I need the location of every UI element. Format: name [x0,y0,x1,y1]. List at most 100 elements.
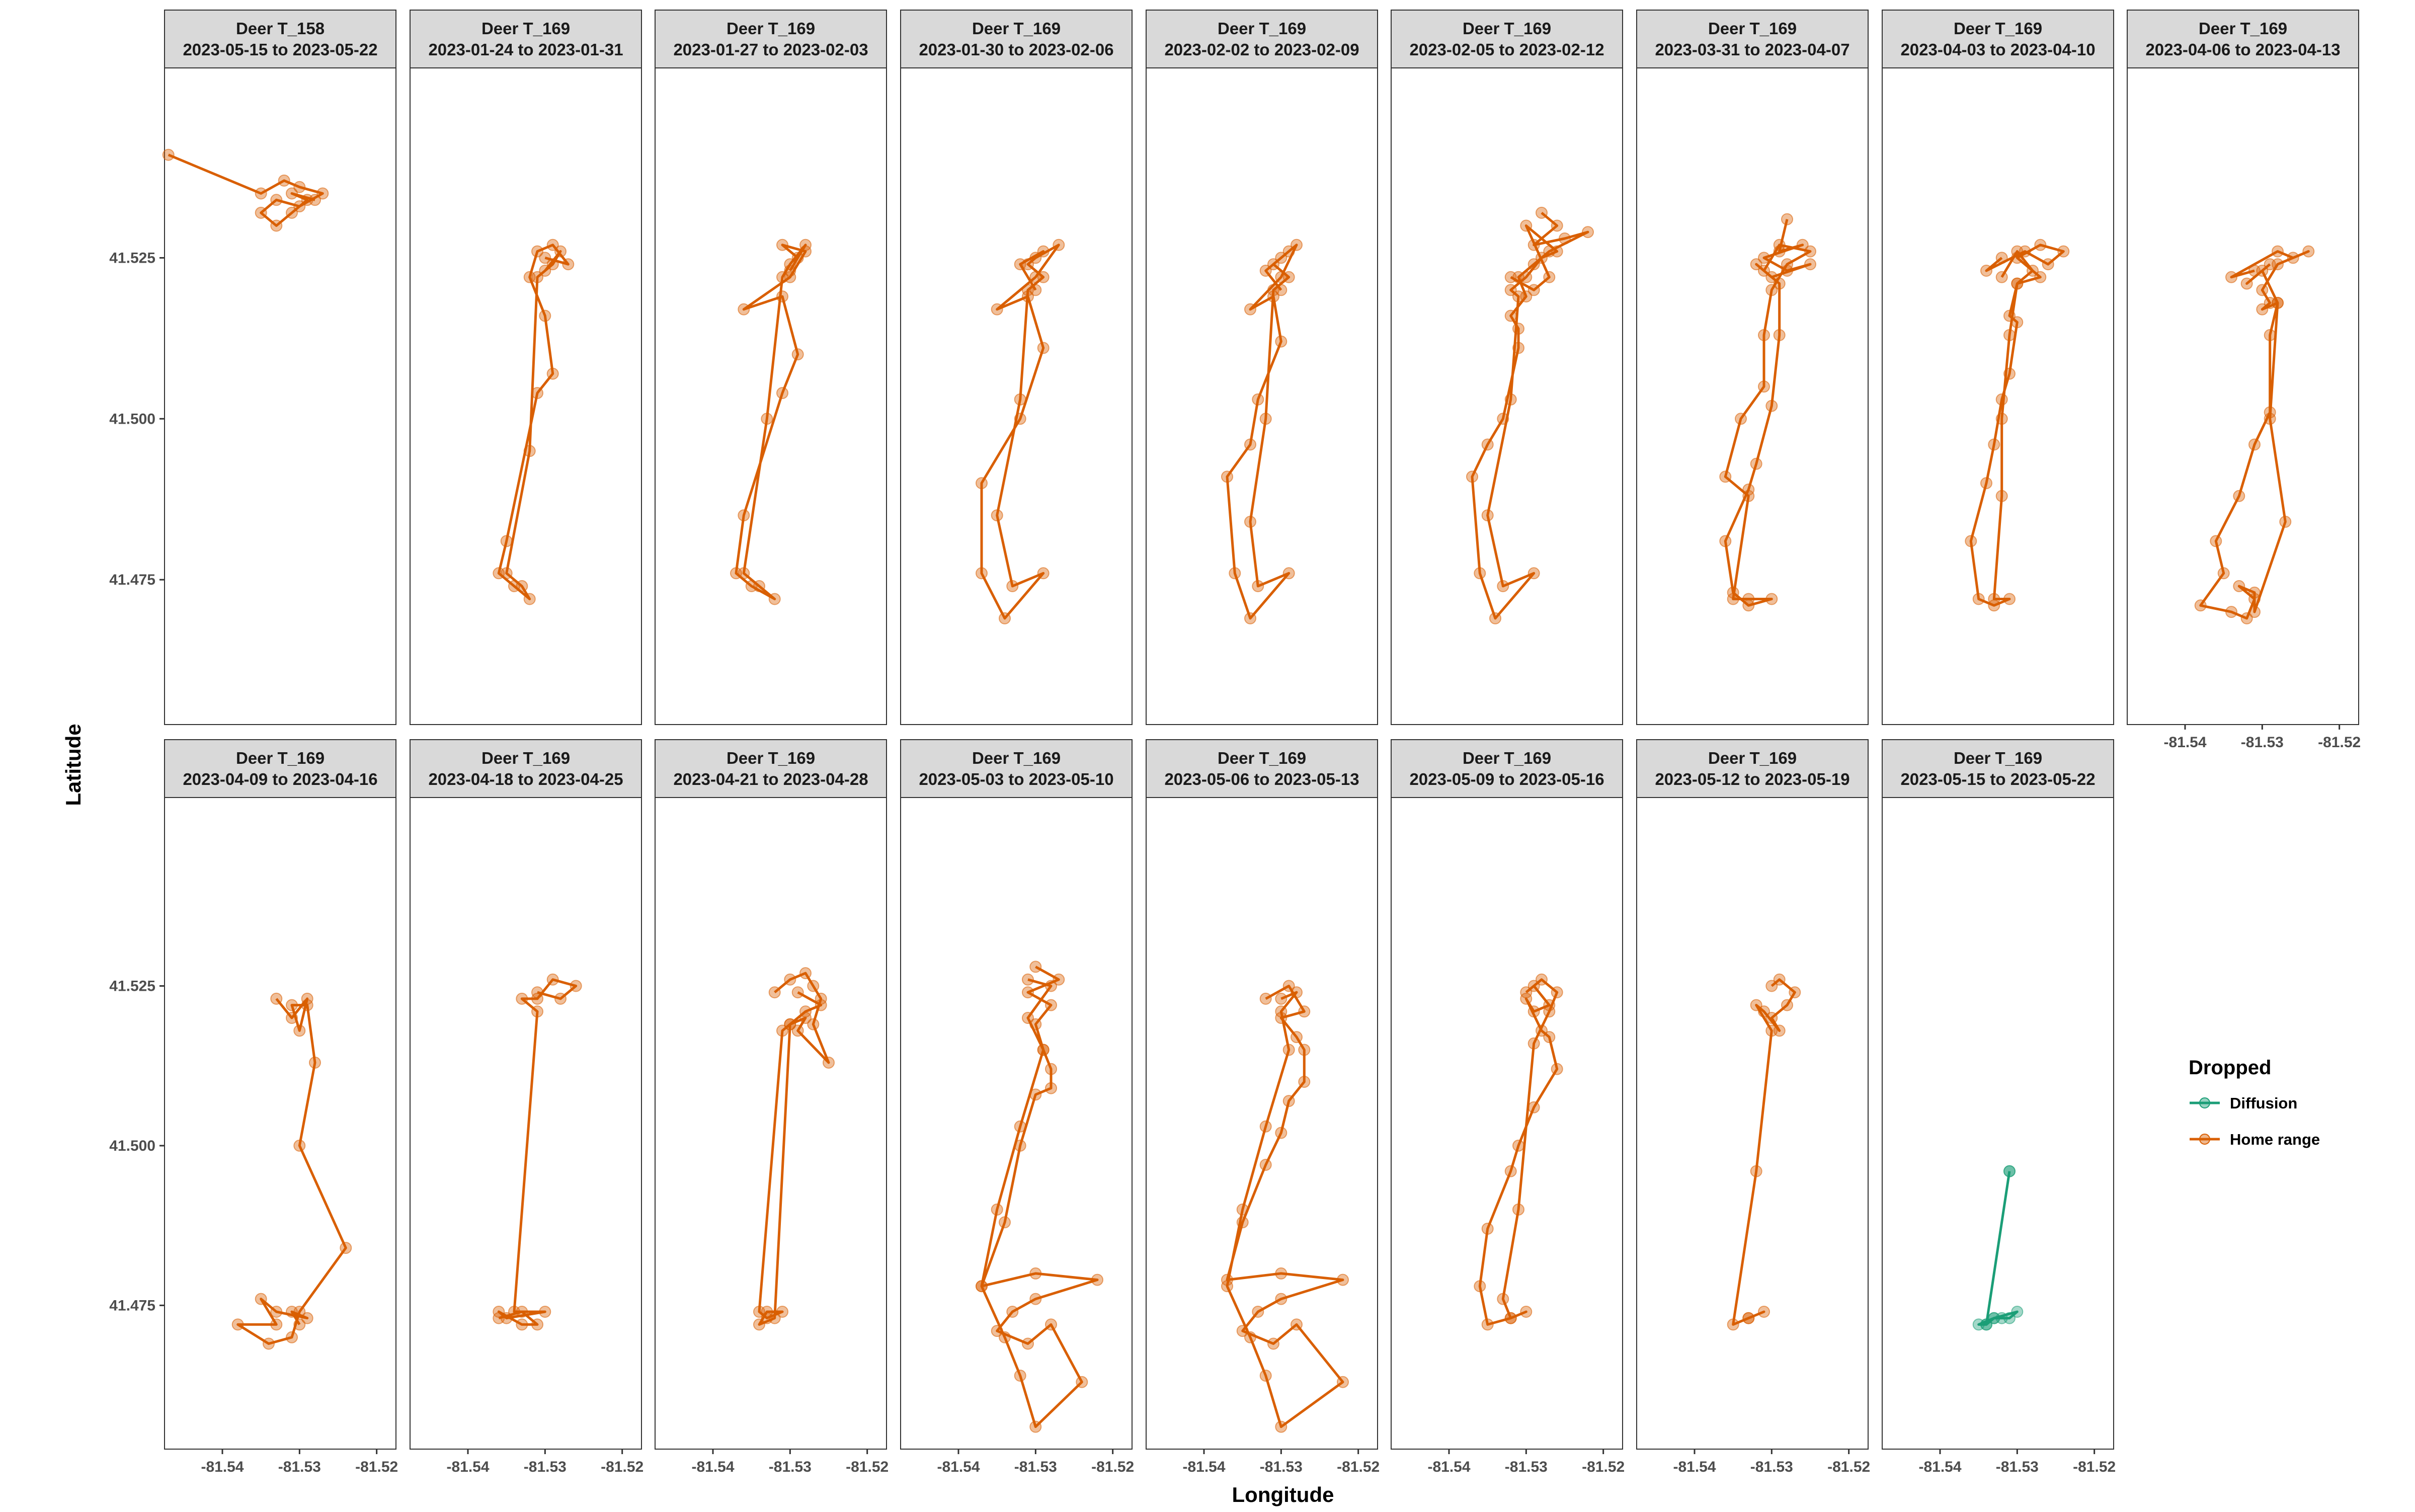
facet-title-deer: Deer T_169 [1708,19,1797,38]
track-point [799,1005,812,1018]
track-point [1481,1223,1494,1235]
track-point [2011,245,2024,258]
track-point [1037,567,1050,580]
track-point [1244,303,1256,315]
track-point [270,1318,283,1331]
x-tick-label: -81.54 [446,1459,489,1475]
track-point [293,1318,306,1331]
track-point [791,348,804,361]
track-point [1520,271,1533,283]
track-point [2003,367,2016,380]
track-point [1727,593,1739,605]
facet-title-dates: 2023-05-06 to 2023-05-13 [1164,770,1359,788]
track-point [539,252,551,264]
track-point [1988,593,2000,605]
track-point [546,367,559,380]
track-point [2011,252,2024,264]
track-point [1298,1005,1311,1018]
facet-panel: Deer T_169 2023-01-27 to 2023-02-03 [655,10,887,725]
facet-plot-area [655,67,887,725]
facet-plot-area [2127,67,2359,725]
track-point [1980,265,1992,277]
panels-layer: Deer T_158 2023-05-15 to 2023-05-22 41.475… [109,10,2361,1475]
track-point [1014,1370,1026,1382]
track-point [1275,1012,1287,1024]
facet-panel: Deer T_169 2023-05-12 to 2023-05-19 -81.54… [1636,739,1870,1475]
facet-title-dates: 2023-04-03 to 2023-04-10 [1900,40,2095,59]
track-point [1719,535,1732,547]
track-point [1014,1120,1026,1133]
track-point [1765,400,1778,412]
track-point [991,303,1003,315]
track-point [1259,1370,1272,1382]
y-tick-label: 41.475 [109,1297,155,1314]
facet-title-deer: Deer T_169 [481,749,570,767]
track-line [980,966,1099,1428]
x-tick-label: -81.54 [691,1459,734,1475]
track-point [1282,271,1295,283]
track-point [1758,252,1770,264]
track-point [1504,271,1517,283]
track-point [1497,413,1509,425]
track-point [2264,406,2276,419]
track-point [2011,1306,2024,1318]
track-point [1995,252,2008,264]
track-point [1995,413,2008,425]
facet-title-deer: Deer T_169 [236,749,325,767]
facet-title-dates: 2023-04-09 to 2023-04-16 [183,770,377,788]
track-point [301,1312,313,1324]
track-point [1474,567,1486,580]
track-point [1006,1306,1019,1318]
track-point [1029,1420,1042,1433]
track-point [278,174,290,187]
facet-strip [655,10,887,68]
x-tick-label: -81.52 [1827,1459,1870,1475]
track-point [162,148,175,161]
track-point [1298,1076,1311,1088]
legend-label: Home range [2230,1131,2320,1148]
facet-title-deer: Deer T_169 [481,19,570,38]
track-point [1742,593,1755,605]
track-point [1291,1031,1303,1044]
track-point [823,1056,835,1069]
track-point [2003,593,2016,605]
track-point [1536,252,1548,264]
track-point [976,567,988,580]
track-point [1275,1127,1287,1139]
track-point [1244,516,1256,528]
track-point [1037,342,1050,354]
track-point [286,999,298,1011]
track-point [293,1024,306,1037]
facet-plot-area [1636,797,1869,1450]
facet-strip [1882,739,2114,798]
track-point [1282,245,1295,258]
track-point [1282,1044,1295,1056]
track-point [2240,612,2253,624]
facet-panel: Deer T_169 2023-01-30 to 2023-02-06 [900,10,1133,725]
track-line [1732,978,1796,1326]
track-point [263,1337,275,1350]
track-point [1022,1337,1034,1350]
facet-panel: Deer T_169 2023-05-09 to 2023-05-16 -81.54… [1391,739,1625,1475]
x-tick-label: -81.52 [1337,1459,1380,1475]
track-point [1543,1031,1556,1044]
track-point [1742,484,1755,496]
track-point [1520,1306,1533,1318]
track-point [546,973,559,986]
track-point [1504,1312,1517,1324]
track-point [1520,992,1533,1005]
track-point [991,1203,1003,1216]
legend-entry: Home range [2190,1131,2320,1148]
track-point [2225,606,2237,618]
track-point [1512,342,1524,354]
facet-title-deer: Deer T_169 [972,749,1061,767]
track-point [1742,490,1755,502]
track-point [768,986,781,999]
track-point [286,1012,298,1024]
track-point [1259,265,1272,277]
track-point [2225,271,2237,283]
track-point [753,580,765,592]
facet-strip [900,739,1133,798]
track-point [1765,284,1778,296]
facet-panel: Deer T_169 2023-04-21 to 2023-04-28 -81.54… [655,739,889,1475]
